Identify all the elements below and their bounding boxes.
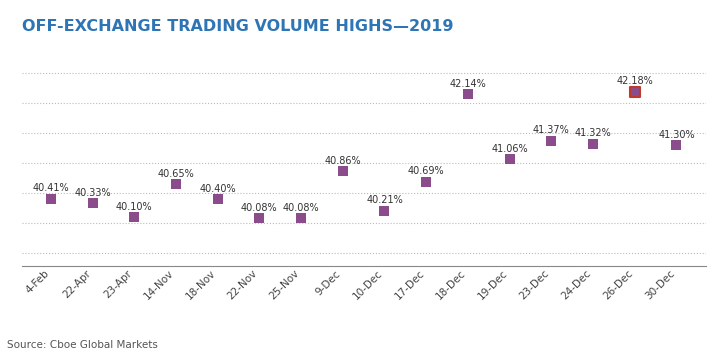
Text: 40.08%: 40.08%	[241, 203, 278, 213]
Text: 41.32%: 41.32%	[575, 128, 611, 138]
Point	[253, 216, 265, 221]
Point	[420, 179, 432, 184]
Point	[629, 89, 641, 95]
Text: 40.69%: 40.69%	[408, 166, 444, 176]
Point	[546, 138, 557, 144]
Point	[670, 142, 682, 148]
Text: 42.18%: 42.18%	[616, 76, 653, 86]
Text: OFF-EXCHANGE TRADING VOLUME HIGHS—2019: OFF-EXCHANGE TRADING VOLUME HIGHS—2019	[22, 19, 453, 34]
Point	[170, 181, 181, 187]
Point	[128, 215, 140, 220]
Text: 40.10%: 40.10%	[116, 202, 153, 212]
Point	[212, 196, 223, 202]
Text: 40.33%: 40.33%	[74, 188, 111, 198]
Point	[337, 169, 348, 174]
Point	[86, 201, 98, 206]
Point	[504, 156, 516, 162]
Text: 41.06%: 41.06%	[491, 144, 528, 154]
Text: 41.30%: 41.30%	[658, 130, 695, 139]
Text: 40.41%: 40.41%	[32, 183, 69, 193]
Text: 40.21%: 40.21%	[366, 195, 402, 205]
Text: 41.37%: 41.37%	[533, 125, 570, 135]
Point	[379, 208, 390, 213]
Point	[629, 89, 641, 95]
Point	[462, 91, 474, 97]
Point	[45, 196, 57, 201]
Text: 40.86%: 40.86%	[325, 156, 361, 166]
Text: 40.65%: 40.65%	[158, 169, 194, 179]
Text: 40.08%: 40.08%	[283, 203, 320, 213]
Text: Source: Cboe Global Markets: Source: Cboe Global Markets	[7, 341, 158, 350]
Text: 42.14%: 42.14%	[449, 79, 486, 89]
Point	[295, 216, 307, 221]
Text: 40.40%: 40.40%	[199, 184, 236, 194]
Point	[588, 141, 599, 147]
